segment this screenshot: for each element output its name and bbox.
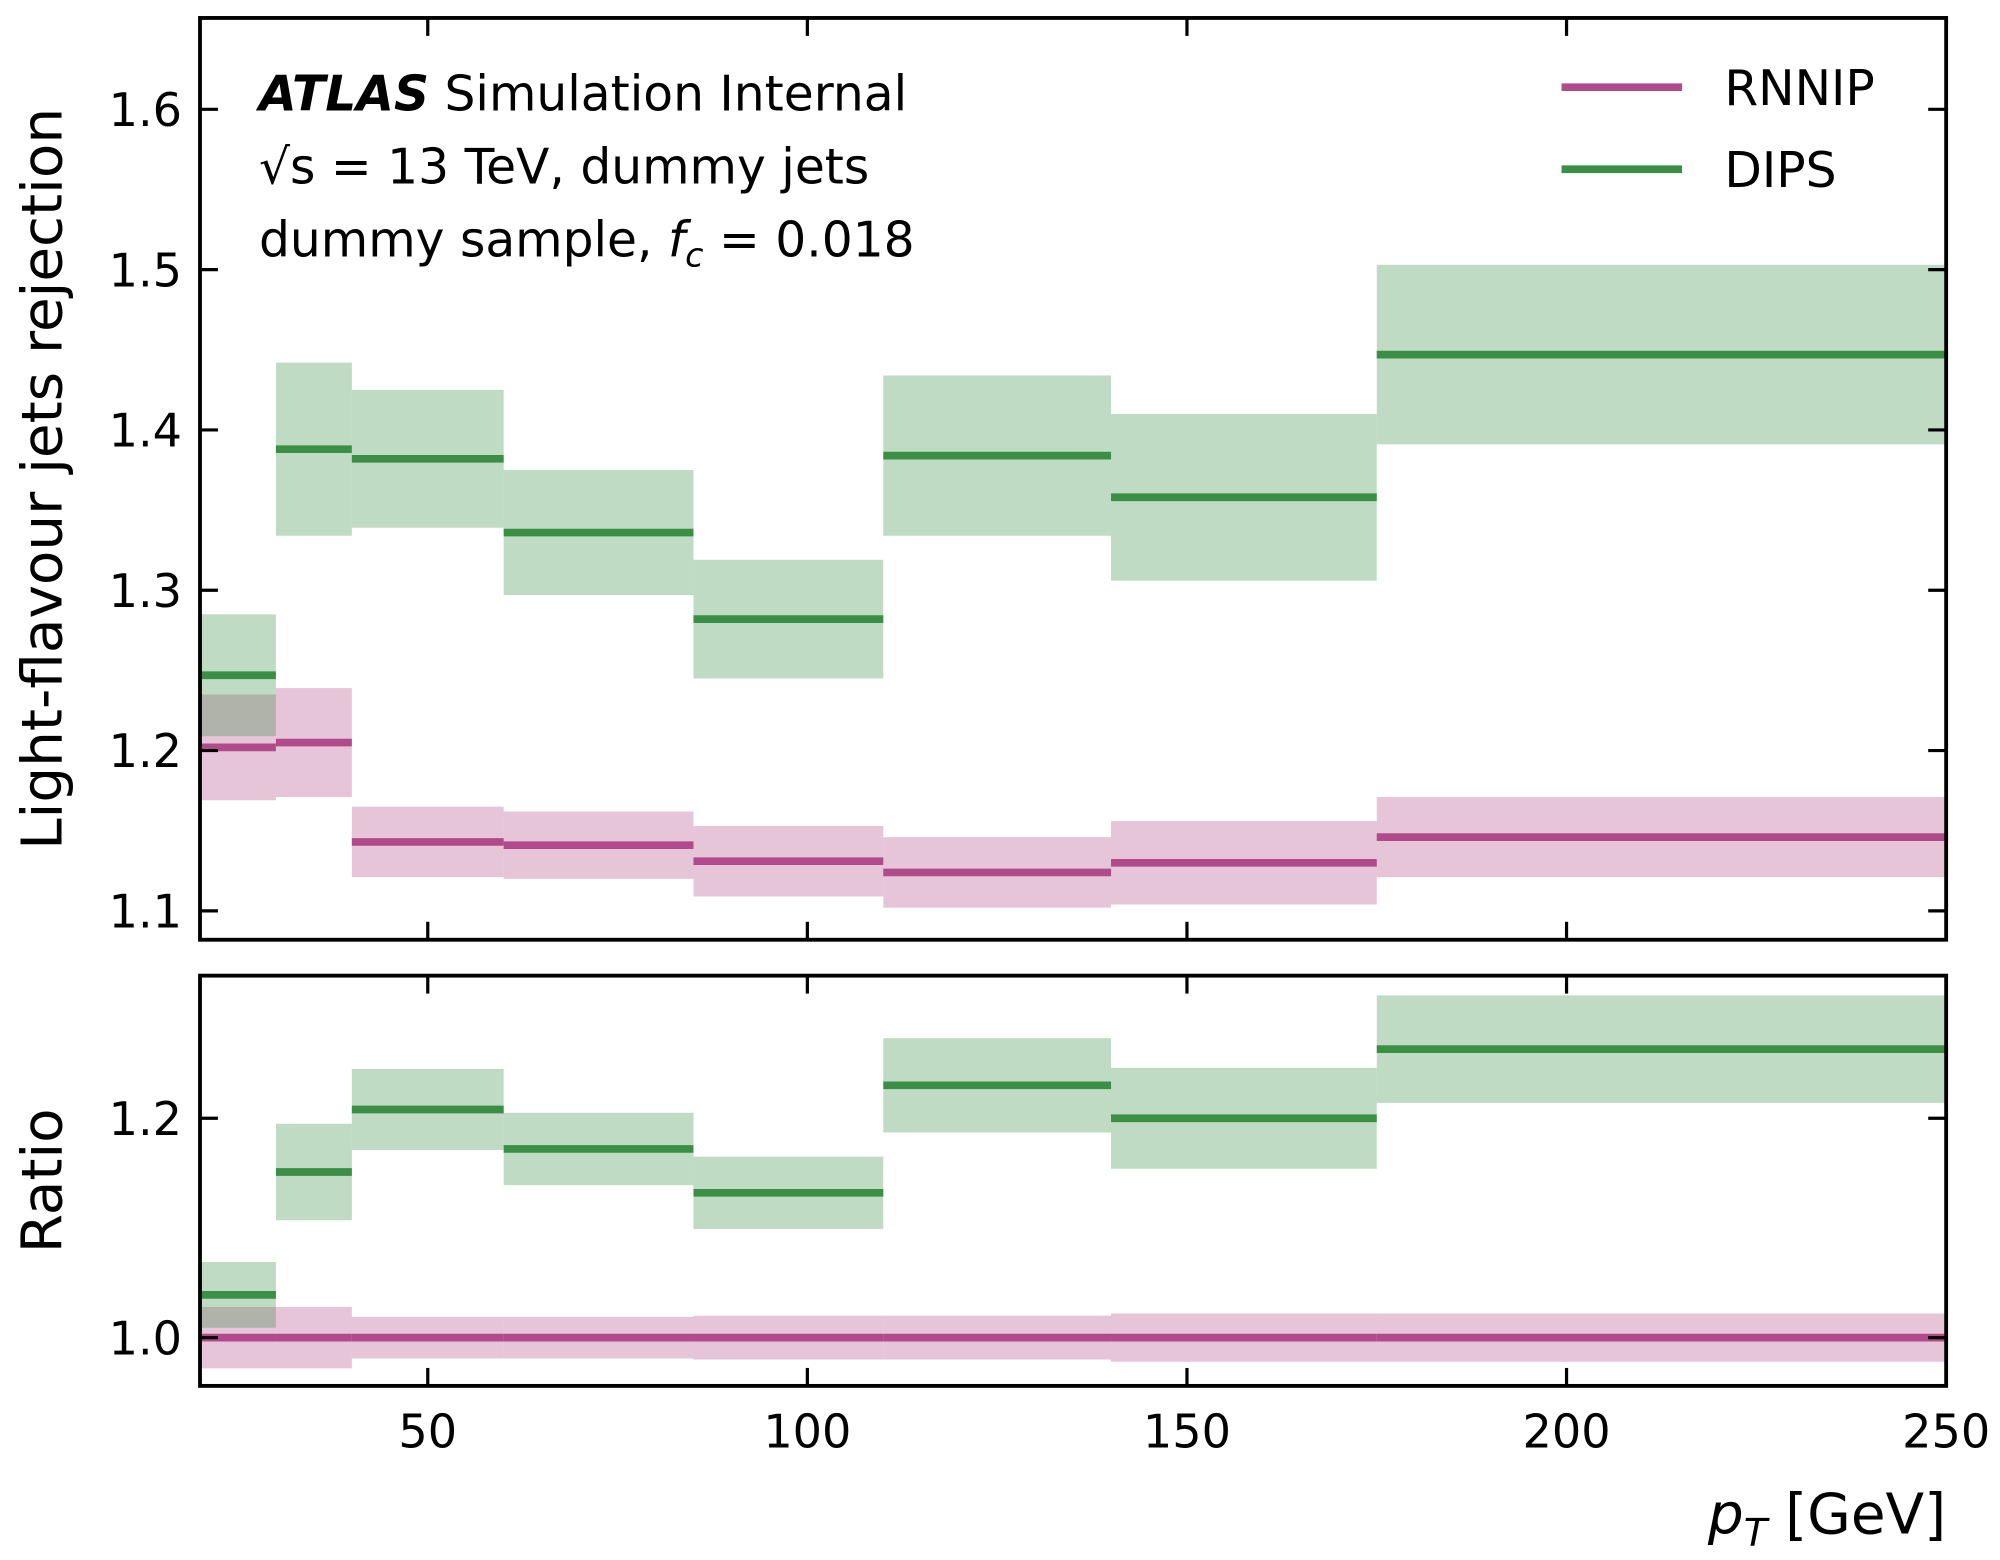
frame: [198, 973, 1949, 1388]
x-tick-label: 250: [1902, 1404, 1990, 1458]
annotation-line: ATLAS Simulation Internal: [255, 66, 907, 122]
x-tick-label: 150: [1143, 1404, 1231, 1458]
annotation-line: dummy sample, fc = 0.018: [259, 212, 915, 274]
x-tick-label: 100: [763, 1404, 851, 1458]
x-unit: [GeV]: [1767, 1482, 1946, 1547]
y-tick-label: 1.3: [109, 564, 182, 618]
f-sub: c: [685, 236, 703, 275]
legend-label: RNNIP: [1724, 61, 1874, 117]
y-tick-label: 1.2: [109, 724, 182, 778]
x-tick-label: 50: [398, 1404, 457, 1458]
y-tick-label: 1.4: [109, 404, 182, 458]
x-sub: T: [1744, 1511, 1770, 1556]
f-value: = 0.018: [703, 212, 914, 268]
y-tick-label: 1.0: [109, 1311, 182, 1365]
y-axis-label: Light-flavour jets rejection: [11, 108, 76, 850]
x-symbol: p: [1707, 1482, 1744, 1547]
y-tick-label: 1.1: [109, 885, 182, 939]
y-tick-label: 1.5: [109, 243, 182, 297]
x-axis-label: pT [GeV]: [1707, 1482, 1946, 1556]
x-tick-label: 200: [1523, 1404, 1611, 1458]
y-tick-label: 1.6: [109, 83, 182, 137]
status: Simulation Internal: [445, 66, 908, 122]
experiment: ATLAS: [255, 66, 429, 122]
y-tick-label: 1.2: [109, 1092, 182, 1146]
sample: dummy sample,: [259, 212, 668, 268]
energy: √s = 13 TeV, dummy jets: [259, 139, 869, 195]
legend-label: DIPS: [1724, 143, 1836, 199]
y-axis-label: Ratio: [11, 1108, 76, 1253]
frame: [198, 16, 1949, 942]
